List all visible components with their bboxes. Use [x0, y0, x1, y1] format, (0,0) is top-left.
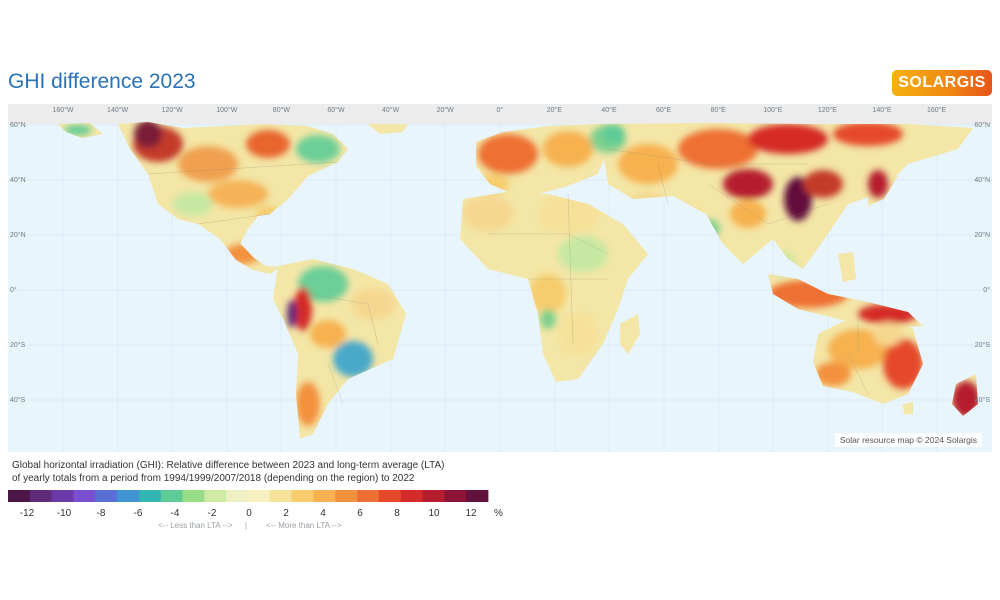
legend-tick-label: -2	[208, 508, 217, 519]
latitude-label-left: 20°S	[10, 341, 26, 349]
longitude-label: 100°W	[216, 106, 237, 114]
longitude-label: 120°E	[818, 106, 837, 114]
world-map[interactable]: 160°W 140°W 120°W 100°W 80°W 60°W 40°W 20°W 0° 20…	[8, 104, 992, 452]
legend-swatch	[182, 490, 205, 502]
legend-swatch	[444, 490, 467, 502]
legend-tick-label: -12	[20, 508, 35, 519]
longitude-label: 40°E	[601, 106, 617, 114]
latitude-label-right: 40°S	[975, 396, 991, 404]
caption-line-1: Global horizontal irradiation (GHI): Rel…	[12, 460, 445, 471]
country-borders	[147, 148, 869, 405]
legend-swatch	[400, 490, 423, 502]
legend-tick-label: -6	[134, 508, 143, 519]
legend-swatch	[138, 490, 162, 502]
legend-swatch	[335, 490, 358, 502]
latitude-label-right: 60°N	[974, 121, 990, 129]
color-legend: -12 -10 -8 -6 -4 -2 0 2 4 6 8 10 12 % <-- Less than …	[8, 490, 508, 540]
legend-swatch	[269, 490, 293, 502]
legend-tick-label: 12	[465, 508, 477, 519]
legend-swatch	[204, 490, 227, 502]
longitude-label: 120°W	[162, 106, 183, 114]
latitude-label-right: 40°N	[974, 176, 990, 184]
legend-tick-label: 6	[357, 508, 363, 519]
longitude-label: 60°W	[327, 106, 345, 114]
legend-tick-label: 0	[246, 508, 252, 519]
latitude-label-left: 0°	[10, 286, 17, 294]
latitude-labels-right: 60°N 40°N 20°N 0° 20°S 40°S	[974, 121, 990, 404]
longitude-label: 140°E	[872, 106, 891, 114]
page-title: GHI difference 2023	[8, 70, 196, 93]
legend-swatch	[73, 490, 96, 502]
legend-swatch	[291, 490, 314, 502]
legend-tick-label: 10	[428, 508, 440, 519]
longitude-label: 100°E	[763, 106, 782, 114]
latitude-labels-left: 60°N 40°N 20°N 0° 20°S 40°S	[10, 121, 26, 404]
legend-tick-label: 8	[394, 508, 400, 519]
latitude-label-left: 20°N	[10, 231, 26, 239]
longitude-label: 20°E	[547, 106, 563, 114]
legend-swatch	[226, 490, 249, 502]
latitude-label-left: 60°N	[10, 121, 26, 129]
longitude-label: 160°W	[52, 106, 73, 114]
legend-swatch	[117, 490, 140, 502]
legend-tick-label: 2	[283, 508, 289, 519]
map-credit: Solar resource map © 2024 Solargis	[834, 433, 982, 447]
legend-swatch	[313, 490, 336, 502]
legend-more-hint: <-- More than LTA -->	[266, 521, 342, 530]
longitude-label: 80°W	[273, 106, 291, 114]
legend-unit: %	[494, 508, 503, 519]
longitude-label: 140°W	[107, 106, 128, 114]
longitude-label: 40°W	[382, 106, 400, 114]
legend-swatch	[8, 490, 31, 502]
legend-swatch	[51, 490, 74, 502]
latitude-label-right: 20°S	[975, 341, 991, 349]
legend-swatch	[357, 490, 380, 502]
legend-swatches	[8, 490, 489, 502]
legend-swatch	[422, 490, 445, 502]
latitude-label-left: 40°S	[10, 396, 26, 404]
longitude-label: 20°W	[437, 106, 455, 114]
legend-tick-labels: -12 -10 -8 -6 -4 -2 0 2 4 6 8 10 12	[20, 508, 477, 519]
solargis-logo[interactable]: SOLARGIS	[892, 70, 992, 96]
map-caption: Global horizontal irradiation (GHI): Rel…	[12, 459, 612, 485]
longitude-label: 160°E	[927, 106, 946, 114]
latitude-label-left: 40°N	[10, 176, 26, 184]
legend-swatch	[95, 490, 118, 502]
polar-band	[8, 104, 992, 124]
legend-swatch	[29, 490, 53, 502]
legend-swatch	[378, 490, 402, 502]
legend-swatch	[160, 490, 183, 502]
legend-swatch	[248, 490, 271, 502]
legend-tick-label: -10	[57, 508, 72, 519]
longitude-labels: 160°W 140°W 120°W 100°W 80°W 60°W 40°W 20°W 0° 20…	[52, 106, 946, 114]
legend-canvas: -12 -10 -8 -6 -4 -2 0 2 4 6 8 10 12 % <-- Less than …	[8, 490, 503, 530]
longitude-label: 80°E	[711, 106, 727, 114]
latitude-label-right: 20°N	[974, 231, 990, 239]
legend-less-hint: <-- Less than LTA -->	[158, 521, 233, 530]
legend-divider: |	[245, 521, 247, 530]
legend-swatch	[466, 490, 489, 502]
longitude-label: 0°	[496, 106, 503, 114]
longitude-label: 60°E	[656, 106, 672, 114]
legend-tick-label: -4	[171, 508, 180, 519]
legend-tick-label: -8	[97, 508, 106, 519]
legend-tick-label: 4	[320, 508, 326, 519]
latitude-label-right: 0°	[983, 286, 990, 294]
caption-line-2: of yearly totals from a period from 1994…	[12, 473, 415, 484]
map-canvas[interactable]: 160°W 140°W 120°W 100°W 80°W 60°W 40°W 20°W 0° 20…	[8, 104, 992, 452]
